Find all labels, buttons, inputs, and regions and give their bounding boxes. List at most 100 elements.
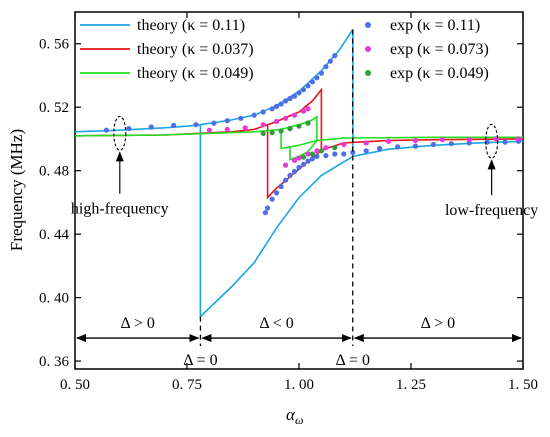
- exp-series-0-point-50: [502, 139, 508, 145]
- exp-series-0-point-44: [395, 144, 401, 150]
- axis-ticks: 0. 50 0. 75 1. 00 1. 25 1. 50 0. 36 0. 40 0. 44…: [39, 12, 538, 393]
- exp-series-0-point-27: [269, 196, 275, 202]
- theory-series-1-segment-0: [267, 87, 524, 152]
- exp-series-0-point-18: [305, 83, 311, 89]
- exp-series-1-point-6: [291, 112, 298, 118]
- exp-series-0-point-9: [260, 109, 266, 115]
- legend-label-4: exp (κ = 0.073): [390, 41, 489, 58]
- exp-series-0-point-28: [274, 190, 280, 196]
- exp-series-0-point-26: [265, 205, 271, 211]
- exp-series-1-point-8: [305, 106, 311, 112]
- exp-series-0-point-32: [291, 168, 298, 175]
- legend-label-0: theory (κ = 0.11): [137, 17, 245, 34]
- exp-series-0-point-37: [314, 153, 320, 159]
- exp-series-0-point-19: [309, 79, 315, 85]
- exp-series-1-point-4: [274, 118, 280, 125]
- exp-series-0-point-10: [269, 106, 275, 112]
- exp-series-0-point-15: [291, 93, 298, 99]
- exp-series-0-point-40: [341, 151, 347, 157]
- exp-series-2-point-3: [287, 126, 293, 132]
- exp-series-1-point-2: [242, 125, 248, 131]
- boundary-label-1: Δ = 0: [336, 352, 370, 369]
- legend-swatch-5: [365, 70, 371, 76]
- legend-label-1: theory (κ = 0.037): [137, 41, 254, 58]
- exp-series-1-point-11: [296, 155, 302, 161]
- x-tick-label-1: 0. 75: [172, 377, 202, 393]
- exp-series-0-point-36: [309, 156, 315, 162]
- exp-series-0-point-29: [278, 183, 284, 190]
- exp-series-1-point-18: [412, 137, 419, 144]
- exp-series-2-point-9: [332, 145, 338, 151]
- exp-series-1-point-0: [206, 127, 212, 133]
- exp-series-0-point-35: [305, 158, 311, 164]
- boundary-label-0: Δ = 0: [183, 352, 217, 369]
- annotation-ellipse-1: [485, 123, 499, 159]
- exp-series-0-point-47: [448, 141, 454, 147]
- exp-series-0-point-5: [211, 120, 217, 126]
- exp-series-2-point-2: [278, 128, 284, 134]
- region-label-0: Δ > 0: [121, 315, 155, 332]
- exp-series-0-point-34: [300, 161, 307, 167]
- annotations: high-frequency low-frequency: [71, 115, 538, 219]
- exp-series-2-point-5: [305, 120, 311, 126]
- exp-series-2-point-4: [296, 123, 302, 129]
- legend-label-2: theory (κ = 0.049): [137, 65, 254, 82]
- region-label-1: Δ < 0: [259, 315, 293, 332]
- exp-series-1-point-12: [305, 151, 311, 157]
- exp-series-0-point-38: [323, 153, 329, 159]
- theory-series-2-segment-3: [289, 139, 318, 148]
- x-axis-symbol: α: [286, 405, 296, 424]
- exp-series-1-point-1: [224, 126, 230, 132]
- exp-series-0-point-6: [224, 118, 230, 124]
- region-label-2: Δ > 0: [421, 315, 455, 332]
- exp-series-0-point-24: [332, 53, 338, 59]
- exp-series-1-point-15: [341, 141, 347, 148]
- exp-series-1-point-22: [515, 136, 522, 142]
- y-axis-title: Frequency (MHz): [7, 129, 26, 251]
- exp-series-0-point-16: [296, 90, 302, 96]
- exp-series-0-point-2: [148, 124, 154, 130]
- exp-series-0-point-43: [377, 145, 383, 152]
- x-axis-title: αω: [286, 405, 303, 427]
- exp-series-2-point-0: [260, 130, 266, 136]
- exp-series-0-point-41: [350, 149, 356, 155]
- theory-series-0-segment-3: [199, 124, 354, 319]
- exp-series-0-point-7: [238, 115, 244, 121]
- x-axis-subscript: ω: [295, 413, 303, 427]
- y-tick-label-2: 0. 44: [39, 227, 70, 243]
- y-tick-label-1: 0. 40: [39, 291, 69, 307]
- exp-series-2-point-8: [318, 148, 324, 154]
- exp-series-0-point-42: [363, 148, 369, 154]
- exp-series-0-point-39: [332, 151, 338, 157]
- legend: theory (κ = 0.11) theory (κ = 0.037) theor…: [80, 17, 489, 82]
- exp-series-1-point-3: [260, 122, 266, 128]
- exp-series-0-point-30: [283, 177, 289, 183]
- exp-series-0-point-14: [287, 95, 293, 102]
- x-tick-label-0: 0. 50: [60, 377, 90, 393]
- exp-series-0-point-23: [327, 58, 333, 64]
- exp-series-0-point-17: [300, 87, 307, 93]
- y-tick-label-5: 0. 56: [39, 37, 70, 53]
- exp-series-1-point-9: [283, 162, 289, 168]
- exp-series-0-point-21: [318, 70, 324, 76]
- x-tick-label-2: 1. 00: [284, 377, 314, 393]
- exp-series-1-point-17: [386, 138, 392, 144]
- exp-series-2-point-6: [300, 154, 307, 160]
- exp-series-1-point-7: [300, 108, 307, 114]
- exp-series-1-point-10: [291, 157, 298, 163]
- region-markers: Δ > 0 Δ < 0 Δ > 0 Δ = 0 Δ = 0: [76, 29, 522, 369]
- exp-series-1-point-14: [323, 145, 329, 151]
- exp-series-0-point-22: [323, 64, 329, 70]
- annotation-ellipse-0: [113, 115, 127, 151]
- legend-swatch-3: [365, 22, 371, 28]
- exp-series-0-point-46: [430, 141, 436, 148]
- experimental-points: [103, 53, 522, 216]
- exp-series-0-point-11: [274, 103, 280, 109]
- y-tick-label-0: 0. 36: [39, 354, 70, 370]
- x-tick-label-4: 1. 50: [508, 377, 538, 393]
- exp-series-0-point-3: [171, 122, 177, 128]
- x-tick-label-3: 1. 25: [396, 377, 426, 393]
- exp-series-0-point-13: [283, 98, 289, 104]
- exp-series-0-point-0: [103, 127, 109, 133]
